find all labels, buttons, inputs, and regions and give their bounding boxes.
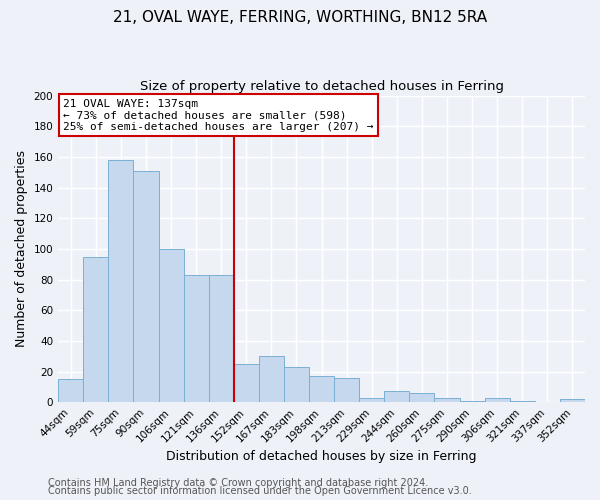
Text: Contains HM Land Registry data © Crown copyright and database right 2024.: Contains HM Land Registry data © Crown c… xyxy=(48,478,428,488)
Bar xyxy=(284,367,309,402)
Bar xyxy=(309,376,334,402)
Text: 21 OVAL WAYE: 137sqm
← 73% of detached houses are smaller (598)
25% of semi-deta: 21 OVAL WAYE: 137sqm ← 73% of detached h… xyxy=(64,98,374,132)
Bar xyxy=(460,400,485,402)
Bar xyxy=(109,160,133,402)
Bar xyxy=(359,398,385,402)
Bar xyxy=(259,356,284,402)
Bar xyxy=(510,400,535,402)
Bar xyxy=(409,393,434,402)
Title: Size of property relative to detached houses in Ferring: Size of property relative to detached ho… xyxy=(140,80,503,93)
Bar xyxy=(434,398,460,402)
Bar xyxy=(209,275,234,402)
Bar xyxy=(83,256,109,402)
Bar xyxy=(184,275,209,402)
Bar xyxy=(158,249,184,402)
Bar xyxy=(334,378,359,402)
Bar xyxy=(58,379,83,402)
Bar xyxy=(560,399,585,402)
Y-axis label: Number of detached properties: Number of detached properties xyxy=(15,150,28,348)
Text: 21, OVAL WAYE, FERRING, WORTHING, BN12 5RA: 21, OVAL WAYE, FERRING, WORTHING, BN12 5… xyxy=(113,10,487,25)
X-axis label: Distribution of detached houses by size in Ferring: Distribution of detached houses by size … xyxy=(166,450,477,462)
Bar xyxy=(133,170,158,402)
Bar xyxy=(485,398,510,402)
Bar xyxy=(234,364,259,402)
Text: Contains public sector information licensed under the Open Government Licence v3: Contains public sector information licen… xyxy=(48,486,472,496)
Bar xyxy=(385,392,409,402)
